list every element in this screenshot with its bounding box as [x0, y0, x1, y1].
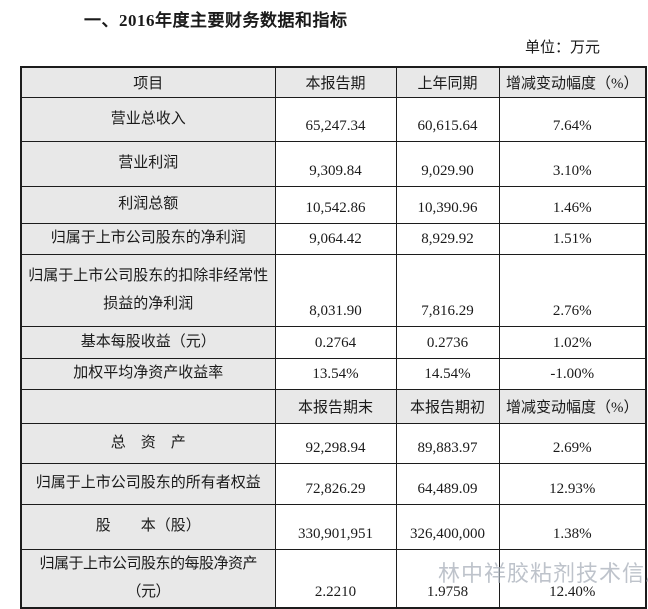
value-change: 3.10%	[498, 140, 647, 187]
value-prior: 14.54%	[395, 357, 500, 390]
value-change: 7.64%	[498, 96, 647, 142]
row-label: 利润总额	[20, 185, 276, 224]
row-label: 归属于上市公司股东的扣除非经常性损益的净利润	[20, 253, 276, 327]
value-prior: 9,029.90	[395, 140, 500, 187]
value-current: 9,064.42	[274, 222, 397, 255]
column-header-period-end: 本报告期末	[274, 388, 397, 424]
value-current: 72,826.29	[274, 462, 397, 505]
value-prior: 7,816.29	[395, 253, 500, 327]
table-header-row-period: 项目 本报告期 上年同期 增减变动幅度（%）	[20, 66, 647, 98]
value-change: 1.46%	[498, 185, 647, 224]
value-change: 1.02%	[498, 325, 647, 359]
value-current: 10,542.86	[274, 185, 397, 224]
value-current: 65,247.34	[274, 96, 397, 142]
financial-table: 项目 本报告期 上年同期 增减变动幅度（%） 营业总收入 65,247.34 6…	[20, 66, 647, 609]
column-header-change: 增减变动幅度（%）	[498, 66, 647, 98]
value-prior: 10,390.96	[395, 185, 500, 224]
row-label: 归属于上市公司股东的每股净资产（元）	[20, 548, 276, 609]
value-prior: 326,400,000	[395, 503, 500, 550]
row-label: 营业利润	[20, 140, 276, 187]
column-header-blank	[20, 388, 276, 424]
value-prior: 89,883.97	[395, 422, 500, 464]
value-current: 0.2764	[274, 325, 397, 359]
row-label: 股 本（股）	[20, 503, 276, 550]
value-change: 12.93%	[498, 462, 647, 505]
value-change: 2.69%	[498, 422, 647, 464]
row-label: 归属于上市公司股东的净利润	[20, 222, 276, 255]
row-label: 加权平均净资产收益率	[20, 357, 276, 390]
table-row-total-assets: 总 资 产 92,298.94 89,883.97 2.69%	[20, 422, 647, 464]
value-current: 9,309.84	[274, 140, 397, 187]
value-change: 1.38%	[498, 503, 647, 550]
table-row-weighted-avg-roe: 加权平均净资产收益率 13.54% 14.54% -1.00%	[20, 357, 647, 390]
value-current: 330,901,951	[274, 503, 397, 550]
table-row-net-profit-excl-nonrecurring: 归属于上市公司股东的扣除非经常性损益的净利润 8,031.90 7,816.29…	[20, 253, 647, 327]
row-label: 总 资 产	[20, 422, 276, 464]
document-page: { "page": { "title": "一、2016年度主要财务数据和指标"…	[20, 11, 648, 609]
row-label: 基本每股收益（元）	[20, 325, 276, 359]
column-header-prior-period: 上年同期	[395, 66, 500, 98]
table-row-net-assets-per-share: 归属于上市公司股东的每股净资产（元） 2.2210 1.9758 12.40%	[20, 548, 647, 609]
table-row-net-profit: 归属于上市公司股东的净利润 9,064.42 8,929.92 1.51%	[20, 222, 647, 255]
value-prior: 8,929.92	[395, 222, 500, 255]
value-prior: 1.9758	[395, 548, 500, 609]
table-row-total-profit: 利润总额 10,542.86 10,390.96 1.46%	[20, 185, 647, 224]
value-change: 12.40%	[498, 548, 647, 609]
row-label: 营业总收入	[20, 96, 276, 142]
value-current: 2.2210	[274, 548, 397, 609]
table-row-total-revenue: 营业总收入 65,247.34 60,615.64 7.64%	[20, 96, 647, 142]
value-prior: 60,615.64	[395, 96, 500, 142]
column-header-current-period: 本报告期	[274, 66, 397, 98]
table-row-owners-equity: 归属于上市公司股东的所有者权益 72,826.29 64,489.09 12.9…	[20, 462, 647, 505]
value-current: 92,298.94	[274, 422, 397, 464]
table-row-share-capital: 股 本（股） 330,901,951 326,400,000 1.38%	[20, 503, 647, 550]
value-current: 13.54%	[274, 357, 397, 390]
column-header-item: 项目	[20, 66, 276, 98]
row-label: 归属于上市公司股东的所有者权益	[20, 462, 276, 505]
column-header-period-start: 本报告期初	[395, 388, 500, 424]
page-title: 一、2016年度主要财务数据和指标	[84, 11, 348, 30]
table-row-basic-eps: 基本每股收益（元） 0.2764 0.2736 1.02%	[20, 325, 647, 359]
unit-label: 单位：万元	[524, 40, 600, 56]
column-header-change-2: 增减变动幅度（%）	[498, 388, 647, 424]
table-header-row-point: 本报告期末 本报告期初 增减变动幅度（%）	[20, 388, 647, 424]
value-current: 8,031.90	[274, 253, 397, 327]
value-prior: 0.2736	[395, 325, 500, 359]
table-row-operating-profit: 营业利润 9,309.84 9,029.90 3.10%	[20, 140, 647, 187]
value-change: 1.51%	[498, 222, 647, 255]
value-prior: 64,489.09	[395, 462, 500, 505]
value-change: -1.00%	[498, 357, 647, 390]
value-change: 2.76%	[498, 253, 647, 327]
